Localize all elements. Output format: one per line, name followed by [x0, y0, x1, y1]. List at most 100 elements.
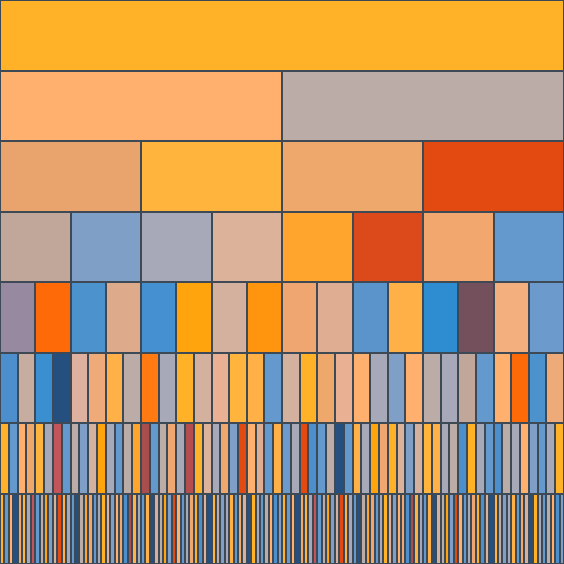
- partition-cell: [290, 423, 300, 494]
- partition-cell: [35, 282, 71, 353]
- partition-cell: [343, 423, 353, 494]
- partition-cell: [493, 423, 503, 494]
- partition-cell: [352, 211, 423, 282]
- partition-cell: [528, 352, 547, 423]
- partition-cell: [423, 352, 441, 423]
- partition-cell: [88, 352, 106, 423]
- partition-cell: [431, 423, 441, 494]
- partition-cell: [484, 423, 494, 494]
- partition-cell: [8, 423, 18, 494]
- partition-cell: [61, 423, 71, 494]
- partition-cell: [70, 282, 106, 353]
- partition-cell: [211, 282, 247, 353]
- partition-row: [0, 352, 564, 423]
- partition-cell: [0, 282, 36, 353]
- partition-cell: [123, 423, 133, 494]
- partition-cell: [317, 423, 327, 494]
- partition-cell: [440, 352, 459, 423]
- partition-row: [0, 282, 564, 353]
- partition-cell: [0, 70, 282, 141]
- partition-cell: [361, 423, 371, 494]
- partition-cell: [370, 352, 388, 423]
- partition-cell: [546, 352, 564, 423]
- partition-cell: [458, 282, 494, 353]
- partition-row: [0, 423, 564, 494]
- partition-cell: [0, 423, 9, 494]
- partition-cell: [17, 423, 27, 494]
- partition-cell: [185, 423, 194, 494]
- partition-cell: [475, 423, 485, 494]
- partition-cell: [44, 423, 53, 494]
- partition-cell: [423, 423, 432, 494]
- partition-cell: [387, 423, 397, 494]
- partition-cell: [308, 423, 318, 494]
- partition-cell: [211, 352, 230, 423]
- partition-cell: [405, 423, 415, 494]
- partition-row: [0, 211, 564, 282]
- partition-cell: [555, 423, 564, 494]
- partition-cell: [511, 423, 520, 494]
- partition-cell: [193, 423, 203, 494]
- partition-cell: [96, 423, 106, 494]
- partition-cell: [282, 141, 423, 212]
- partition-cell: [105, 352, 124, 423]
- partition-cell: [132, 423, 141, 494]
- partition-cell: [282, 352, 300, 423]
- partition-cell: [52, 423, 62, 494]
- partition-cell: [141, 282, 177, 353]
- partition-cell: [17, 352, 36, 423]
- partition-cell: [519, 423, 529, 494]
- partition-cell: [167, 423, 177, 494]
- partition-cell: [326, 423, 335, 494]
- partition-cell: [528, 423, 538, 494]
- partition-cell: [282, 211, 353, 282]
- partition-cell: [149, 423, 159, 494]
- partition-cell: [70, 211, 141, 282]
- partition-cell: [493, 282, 529, 353]
- partition-cell: [387, 352, 406, 423]
- partition-row: [0, 0, 564, 71]
- partition-cell: [537, 423, 547, 494]
- partition-cell: [449, 423, 459, 494]
- partition-cell: [334, 352, 353, 423]
- partition-cell: [70, 423, 80, 494]
- partition-cell: [414, 423, 423, 494]
- partition-cell: [52, 352, 71, 423]
- partition-cell: [352, 282, 388, 353]
- partition-cell: [387, 282, 423, 353]
- partition-cell: [70, 352, 89, 423]
- partition-cell: [237, 423, 247, 494]
- partition-cell: [211, 211, 282, 282]
- partition-cell: [317, 352, 335, 423]
- partition-cell: [458, 352, 476, 423]
- partition-cell: [176, 423, 186, 494]
- partition-cell: [423, 141, 564, 212]
- partition-cell: [158, 423, 168, 494]
- partition-cell: [282, 423, 291, 494]
- partition-cell: [282, 282, 318, 353]
- partition-cell: [559, 493, 564, 564]
- partition-cell: [193, 352, 212, 423]
- partition-cell: [105, 423, 115, 494]
- partition-cell: [511, 352, 529, 423]
- partition-cell: [141, 211, 212, 282]
- partition-cell: [440, 423, 450, 494]
- partition-cell: [229, 423, 238, 494]
- partition-cell: [458, 423, 468, 494]
- partition-cell: [370, 423, 379, 494]
- partition-cell: [0, 141, 141, 212]
- partition-cell: [493, 352, 512, 423]
- partition-cell: [546, 423, 556, 494]
- partition-cell: [35, 352, 53, 423]
- partition-cell: [79, 423, 89, 494]
- partition-cell: [141, 423, 150, 494]
- partition-cell: [158, 352, 177, 423]
- partition-cell: [0, 211, 71, 282]
- partition-cell: [123, 352, 141, 423]
- partition-cell: [141, 141, 282, 212]
- partition-cell: [475, 352, 494, 423]
- partition-cell: [88, 423, 97, 494]
- partition-cell: [246, 282, 282, 353]
- partition-cell: [176, 282, 212, 353]
